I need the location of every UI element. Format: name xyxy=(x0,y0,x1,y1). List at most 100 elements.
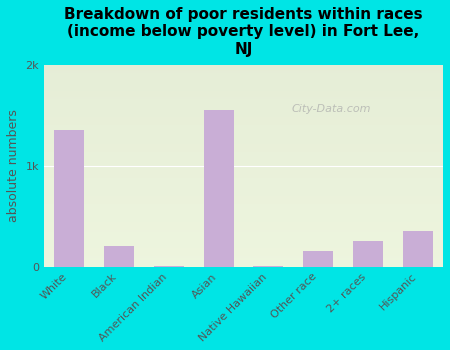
Bar xyxy=(44,123,443,125)
Bar xyxy=(44,210,443,212)
Bar xyxy=(44,236,443,238)
Bar xyxy=(44,162,443,164)
Bar xyxy=(44,178,443,180)
Bar xyxy=(44,89,443,91)
Bar xyxy=(44,208,443,210)
Bar xyxy=(44,95,443,97)
Bar xyxy=(44,182,443,184)
Bar xyxy=(353,241,383,266)
Bar xyxy=(44,81,443,83)
Bar xyxy=(44,180,443,182)
Bar xyxy=(44,212,443,214)
Bar xyxy=(44,246,443,248)
Bar xyxy=(44,224,443,226)
Bar xyxy=(44,91,443,93)
Y-axis label: absolute numbers: absolute numbers xyxy=(7,109,20,222)
Bar xyxy=(44,258,443,260)
Bar xyxy=(44,127,443,130)
Bar xyxy=(203,110,234,266)
Bar xyxy=(44,111,443,113)
Bar xyxy=(44,218,443,220)
Title: Breakdown of poor residents within races
(income below poverty level) in Fort Le: Breakdown of poor residents within races… xyxy=(64,7,423,57)
Bar xyxy=(44,188,443,190)
Bar xyxy=(44,144,443,146)
Bar xyxy=(44,265,443,266)
Bar xyxy=(44,105,443,107)
Bar xyxy=(44,194,443,196)
Bar xyxy=(44,206,443,208)
Bar xyxy=(44,214,443,216)
Bar xyxy=(44,220,443,222)
Bar xyxy=(104,246,134,266)
Bar xyxy=(44,115,443,117)
Bar xyxy=(44,158,443,160)
Bar xyxy=(44,232,443,234)
Bar xyxy=(44,192,443,194)
Bar xyxy=(44,152,443,154)
Bar xyxy=(44,156,443,158)
Bar xyxy=(44,196,443,198)
Bar xyxy=(44,154,443,156)
Bar xyxy=(44,254,443,257)
Bar xyxy=(44,79,443,81)
Bar xyxy=(44,190,443,192)
Bar xyxy=(44,141,443,144)
Bar xyxy=(44,99,443,101)
Bar xyxy=(303,251,333,266)
Bar xyxy=(44,242,443,244)
Bar xyxy=(44,97,443,99)
Bar xyxy=(44,260,443,262)
Bar xyxy=(44,125,443,127)
Bar xyxy=(44,204,443,206)
Bar xyxy=(44,138,443,139)
Bar xyxy=(44,113,443,115)
Bar xyxy=(44,146,443,148)
Bar xyxy=(44,83,443,85)
Bar xyxy=(44,139,443,141)
Bar xyxy=(44,107,443,109)
Bar xyxy=(44,160,443,162)
Bar xyxy=(44,87,443,89)
Bar xyxy=(44,164,443,166)
Bar xyxy=(44,65,443,67)
Bar xyxy=(44,170,443,172)
Bar xyxy=(44,238,443,240)
Bar xyxy=(44,85,443,87)
Bar xyxy=(44,117,443,119)
Bar xyxy=(44,133,443,135)
Bar xyxy=(54,131,84,266)
Bar xyxy=(44,131,443,133)
Bar xyxy=(44,103,443,105)
Bar xyxy=(44,101,443,103)
Bar xyxy=(44,228,443,230)
Bar xyxy=(44,240,443,242)
Bar xyxy=(44,121,443,123)
Bar xyxy=(44,174,443,176)
Bar xyxy=(44,184,443,186)
Bar xyxy=(44,186,443,188)
Bar xyxy=(44,248,443,250)
Bar xyxy=(44,250,443,252)
Bar xyxy=(44,168,443,170)
Bar xyxy=(44,71,443,73)
Bar xyxy=(44,75,443,77)
Bar xyxy=(44,148,443,149)
Bar xyxy=(44,130,443,131)
Bar xyxy=(44,73,443,75)
Bar xyxy=(44,226,443,228)
Bar xyxy=(44,216,443,218)
Bar xyxy=(44,234,443,236)
Bar xyxy=(44,149,443,152)
Bar xyxy=(44,135,443,138)
Bar xyxy=(44,166,443,168)
Bar xyxy=(44,200,443,202)
Text: City-Data.com: City-Data.com xyxy=(292,104,371,114)
Bar xyxy=(44,93,443,95)
Bar xyxy=(44,176,443,178)
Bar xyxy=(44,119,443,121)
Bar xyxy=(44,77,443,79)
Bar xyxy=(44,172,443,174)
Bar xyxy=(44,222,443,224)
Bar xyxy=(403,231,433,266)
Bar xyxy=(44,69,443,71)
